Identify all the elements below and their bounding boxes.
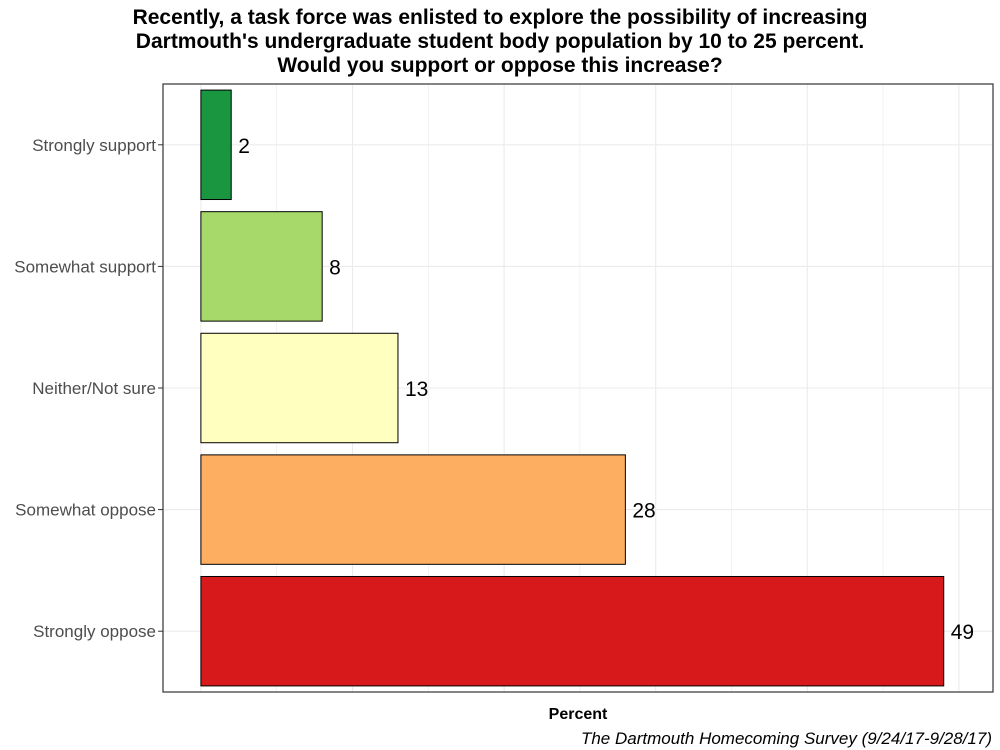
category-label: Neither/Not sure bbox=[32, 379, 156, 398]
value-label: 49 bbox=[951, 621, 974, 644]
bars bbox=[200, 89, 945, 687]
chart-title-line-2: Dartmouth's undergraduate student body p… bbox=[135, 30, 865, 53]
category-label: Somewhat oppose bbox=[15, 501, 156, 520]
category-label: Somewhat support bbox=[14, 257, 156, 276]
bar bbox=[200, 211, 323, 322]
value-label: 28 bbox=[632, 500, 655, 523]
bar bbox=[200, 89, 232, 201]
value-label: 13 bbox=[405, 378, 428, 401]
x-axis-title: Percent bbox=[549, 706, 608, 723]
bar bbox=[200, 454, 626, 565]
labels: Strongly support 2 Somewhat support 8 Neithe… bbox=[14, 135, 974, 644]
value-label: 2 bbox=[238, 135, 250, 158]
y-axis-ticks bbox=[158, 144, 163, 632]
chart-title-line-3: Would you support or oppose this increas… bbox=[277, 54, 723, 77]
bar bbox=[200, 575, 945, 687]
chart-title: Recently, a task force was enlisted to e… bbox=[0, 6, 1000, 78]
chart-title-line-1: Recently, a task force was enlisted to e… bbox=[132, 6, 868, 29]
category-label: Strongly support bbox=[32, 136, 156, 155]
value-label: 8 bbox=[329, 256, 341, 279]
chart-caption: The Dartmouth Homecoming Survey (9/24/17… bbox=[581, 729, 992, 748]
category-label: Strongly oppose bbox=[33, 622, 156, 641]
bar bbox=[200, 332, 399, 444]
